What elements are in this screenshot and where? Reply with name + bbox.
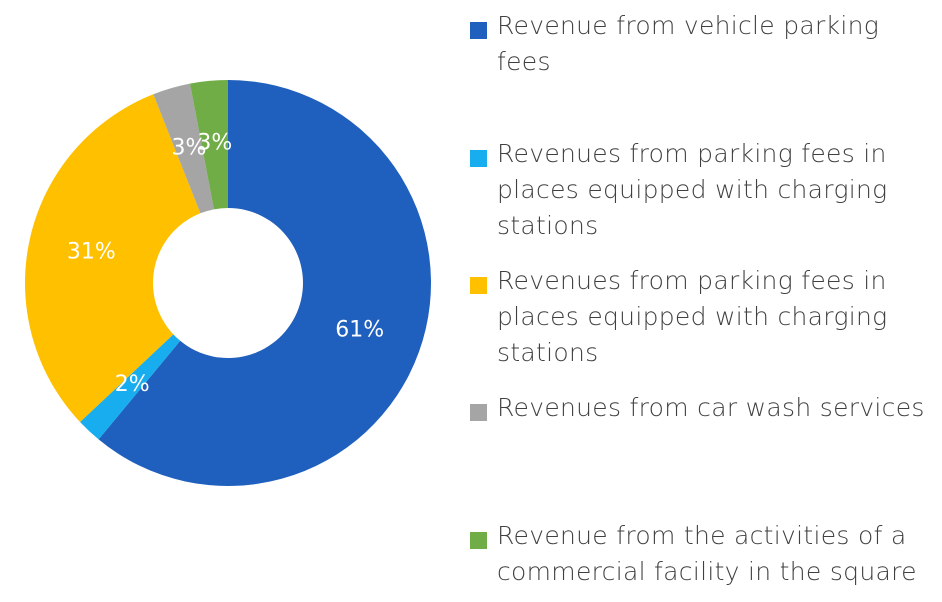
legend-label: Revenue from the activities of a commerc… xyxy=(497,521,917,586)
legend-swatch xyxy=(470,22,487,39)
slice xyxy=(153,83,214,214)
data-label: 3% xyxy=(171,136,206,161)
donut: 61% 2% 31% 3%3% xyxy=(24,80,432,486)
legend-item: Revenues from car wash services xyxy=(470,390,930,426)
data-label: 61% xyxy=(335,317,384,342)
slice xyxy=(24,94,201,422)
legend-swatch xyxy=(470,532,487,549)
legend-swatch xyxy=(470,150,487,167)
legend-label: Revenue from vehicle parking fees xyxy=(497,11,880,76)
legend-item: Revenue from vehicle parking fees xyxy=(470,8,930,80)
slice xyxy=(189,80,228,210)
legend-label: Revenues from parking fees in places equ… xyxy=(497,139,888,240)
legend-item: Revenue from the activities of a commerc… xyxy=(470,518,930,590)
legend-item: Revenues from parking fees in places equ… xyxy=(470,136,930,244)
data-label: 31% xyxy=(67,239,116,264)
data-label: 2% xyxy=(115,372,150,397)
legend-label: Revenues from car wash services xyxy=(497,393,925,422)
slice xyxy=(80,334,181,440)
legend-swatch xyxy=(470,277,487,294)
legend-label: Revenues from parking fees in places equ… xyxy=(497,266,888,367)
legend-swatch xyxy=(470,404,487,421)
slice xyxy=(98,80,432,486)
data-label: 3% xyxy=(197,131,232,156)
legend-item: Revenues from parking fees in places equ… xyxy=(470,263,930,371)
